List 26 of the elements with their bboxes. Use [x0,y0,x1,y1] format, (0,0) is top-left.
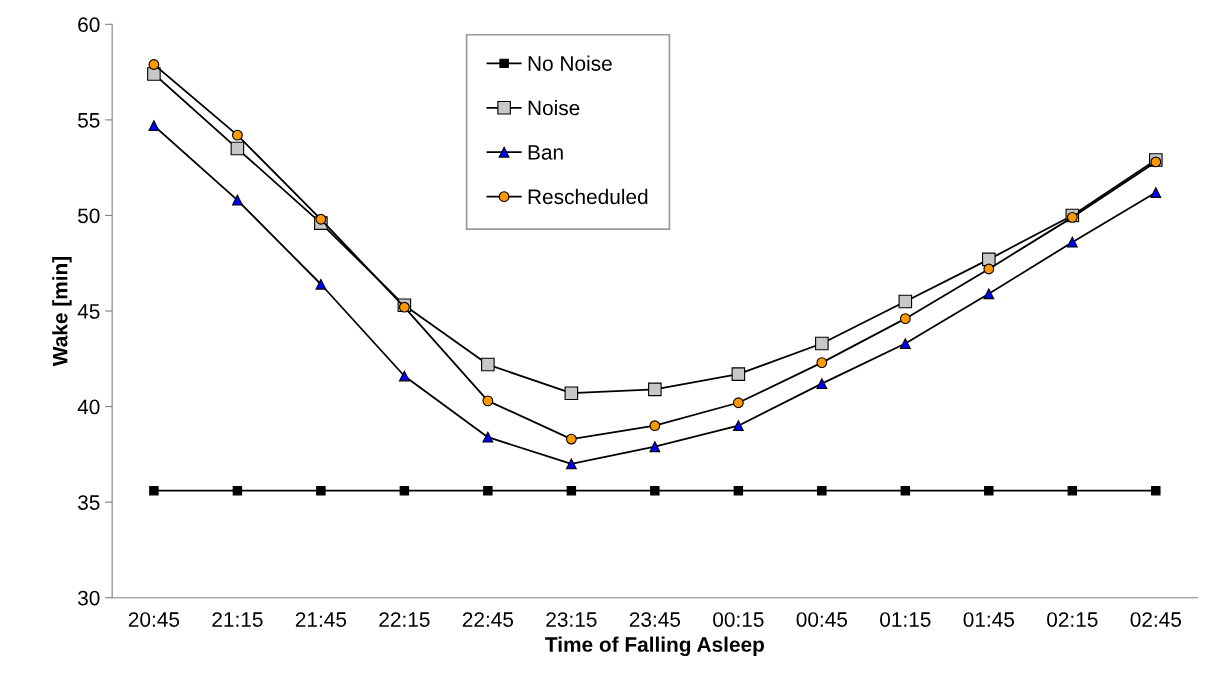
y-tick-label: 30 [77,590,100,606]
y-tick-label: 60 [78,17,100,33]
x-tick-label: 00:15 [713,612,764,627]
legend-label: Rescheduled [528,188,648,205]
x-tick-label: 02:45 [1130,612,1182,627]
x-tick-label: 23:45 [629,612,681,627]
x-tick-label: 21:15 [212,612,263,627]
y-tick-label: 40 [77,399,100,415]
legend-label: No Noise [528,55,612,71]
y-tick-label: 45 [77,304,100,319]
y-axis-title: Wake [min] [52,257,72,367]
x-tick-label: 00:45 [796,612,848,627]
x-tick-label: 22:45 [462,612,514,627]
x-tick-label: 20:45 [128,612,180,627]
legend-label: Ban [528,145,563,160]
x-tick-label: 01:15 [880,612,931,627]
x-tick-label: 02:15 [1047,612,1098,627]
x-axis-title: Time of Falling Asleep [545,636,764,657]
x-tick-label: 23:15 [546,612,597,627]
x-tick-label: 22:15 [379,612,430,627]
y-tick-label: 55 [78,113,100,128]
x-tick-label: 21:45 [295,612,347,627]
y-tick-label: 35 [77,495,100,510]
y-tick-label: 50 [78,208,100,224]
legend-label: Noise [528,100,580,116]
x-tick-label: 01:45 [963,612,1015,627]
